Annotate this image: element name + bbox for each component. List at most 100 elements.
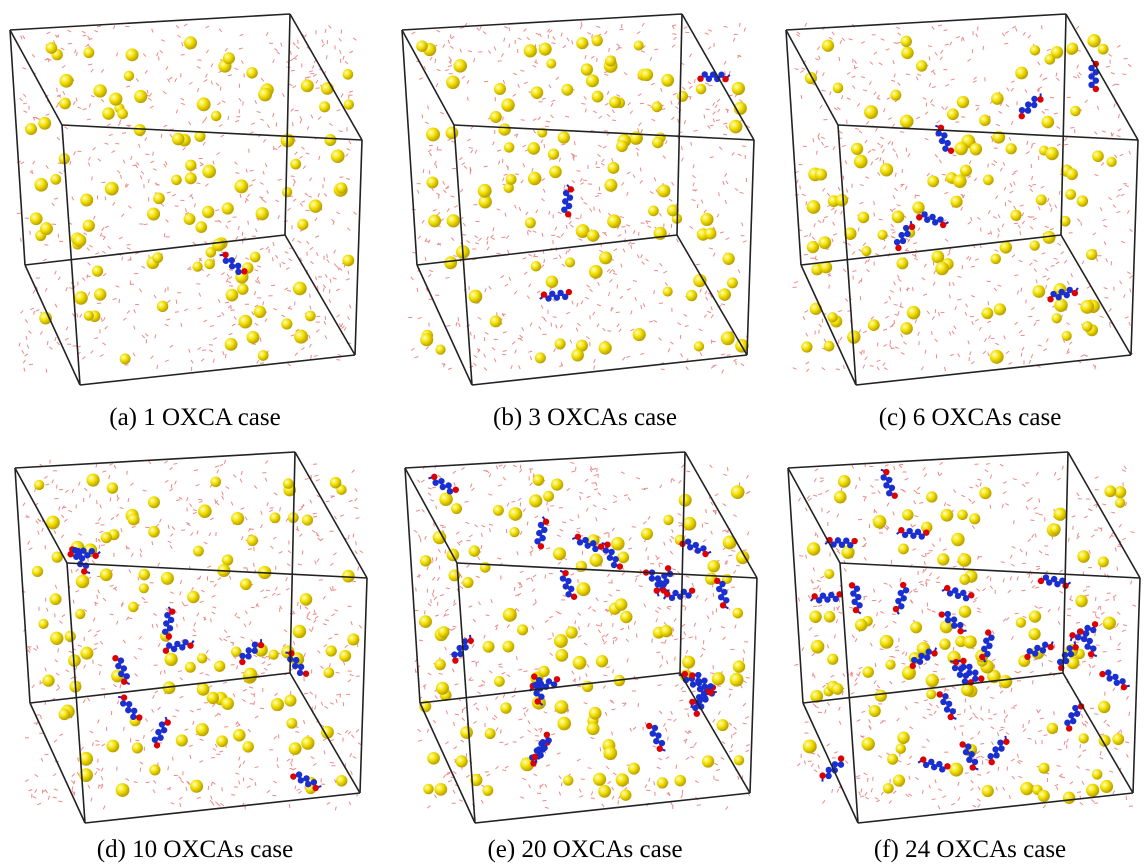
panel: (b) 3 OXCAs case — [402, 14, 754, 431]
water — [1077, 75, 1079, 78]
water — [484, 635, 485, 639]
water — [852, 465, 854, 469]
ion — [657, 184, 670, 197]
atom — [131, 708, 137, 714]
water — [261, 590, 264, 592]
water — [293, 768, 297, 770]
water — [635, 578, 636, 582]
water — [481, 526, 485, 527]
water — [587, 285, 590, 287]
water — [659, 338, 662, 341]
water — [29, 647, 31, 651]
water — [520, 335, 523, 337]
water — [877, 360, 881, 361]
water — [215, 210, 219, 211]
ion — [517, 624, 528, 635]
ion — [571, 349, 584, 362]
water — [860, 185, 864, 186]
water — [617, 324, 619, 327]
atom — [532, 754, 538, 760]
ion — [718, 288, 731, 301]
water — [969, 487, 973, 488]
water — [932, 316, 934, 319]
water — [649, 778, 650, 782]
water — [925, 350, 926, 354]
water — [816, 70, 817, 74]
ion — [957, 96, 969, 108]
water — [234, 68, 238, 69]
water — [443, 44, 445, 48]
water — [595, 482, 597, 486]
water — [498, 485, 502, 486]
atom — [535, 698, 541, 704]
water — [576, 328, 578, 332]
water — [339, 50, 341, 54]
water — [616, 95, 620, 97]
water — [448, 780, 452, 781]
water — [832, 238, 833, 242]
water — [719, 192, 720, 196]
ion — [247, 535, 258, 546]
water — [1011, 88, 1013, 91]
water — [587, 664, 589, 667]
atom — [468, 638, 474, 644]
water — [690, 226, 693, 229]
ion — [1042, 116, 1055, 129]
water — [158, 643, 160, 647]
water — [897, 205, 901, 206]
water — [906, 794, 909, 797]
water — [509, 277, 511, 281]
ion — [38, 619, 48, 629]
water — [446, 588, 450, 589]
water — [820, 588, 821, 592]
water — [1029, 263, 1032, 266]
water — [731, 550, 735, 551]
water — [566, 312, 570, 314]
water — [293, 86, 296, 88]
water — [833, 234, 837, 235]
water — [97, 595, 98, 599]
atom — [611, 562, 617, 568]
ion — [237, 283, 248, 294]
water — [438, 549, 440, 552]
water — [218, 578, 221, 581]
water — [874, 201, 875, 205]
water — [572, 671, 574, 674]
water — [170, 129, 174, 130]
water — [721, 757, 724, 759]
water — [255, 281, 258, 283]
water — [295, 786, 296, 790]
water — [478, 557, 480, 560]
water — [929, 56, 930, 60]
water — [109, 135, 113, 136]
water — [570, 225, 573, 228]
water — [976, 108, 979, 111]
ion — [732, 608, 743, 619]
water — [605, 31, 608, 34]
water — [482, 681, 485, 683]
water — [710, 157, 714, 158]
water — [1109, 54, 1112, 56]
water — [446, 710, 447, 714]
water — [944, 30, 948, 31]
water — [76, 666, 77, 670]
water — [310, 306, 311, 310]
water — [1004, 336, 1006, 340]
water — [659, 664, 662, 667]
water — [320, 666, 323, 669]
atom — [432, 479, 438, 485]
water — [1014, 206, 1016, 209]
atom — [223, 258, 229, 264]
ion — [132, 742, 143, 753]
atom — [695, 547, 701, 553]
ion — [734, 755, 744, 765]
water — [287, 759, 290, 761]
water — [412, 32, 416, 34]
water — [337, 110, 341, 111]
water — [1030, 671, 1034, 673]
water — [612, 110, 614, 113]
water — [918, 332, 919, 336]
water — [440, 595, 444, 596]
ion — [444, 256, 457, 269]
water — [556, 77, 559, 80]
